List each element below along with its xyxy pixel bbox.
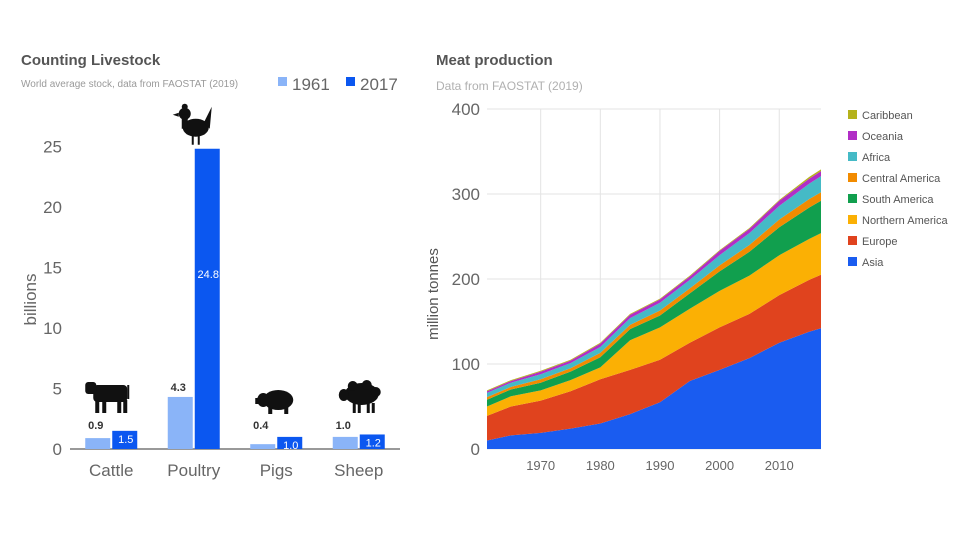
bar-value-label: 0.9 — [88, 420, 103, 432]
y-tick-label: 10 — [43, 319, 62, 338]
cow-icon-part — [117, 400, 122, 413]
legend-swatch — [848, 110, 857, 119]
cow-icon-part — [93, 385, 128, 402]
y-axis-label: million tonnes — [425, 248, 442, 340]
legend-swatch — [346, 77, 355, 86]
area-series — [487, 274, 821, 441]
bar — [167, 396, 193, 449]
legend-label: Central America — [862, 173, 941, 185]
legend-swatch — [848, 194, 857, 203]
cow-icon-part — [95, 400, 100, 413]
x-tick-label: 2010 — [765, 458, 794, 473]
y-tick-label: 100 — [452, 355, 480, 374]
sheep-icon-part — [338, 389, 349, 401]
area-series — [487, 328, 821, 449]
cow-icon-part — [123, 400, 128, 413]
x-tick-label: Pigs — [260, 461, 293, 480]
bar — [194, 148, 220, 449]
bar — [250, 444, 276, 449]
legend-label: Europe — [862, 236, 897, 248]
bar — [112, 430, 138, 449]
sheep-icon-part — [370, 387, 381, 397]
chicken-icon-part — [191, 135, 194, 145]
sheep-icon-part — [361, 380, 372, 390]
legend-label: Africa — [862, 152, 891, 164]
y-tick-label: 0 — [53, 440, 62, 459]
bar-value-label: 0.4 — [253, 420, 269, 432]
bar — [277, 436, 303, 449]
pig-icon-part — [263, 390, 294, 410]
y-tick-label: 300 — [452, 185, 480, 204]
y-tick-label: 5 — [53, 379, 62, 398]
bar-value-label: 1.5 — [118, 434, 133, 446]
chicken-icon-part — [203, 106, 212, 129]
chicken-icon — [172, 103, 212, 145]
livestock-chart-subtitle: World average stock, data from FAOSTAT (… — [21, 79, 239, 90]
y-tick-label: 25 — [43, 137, 62, 156]
pig-icon-part — [284, 407, 289, 414]
sheep-icon-part — [366, 403, 370, 413]
legend-swatch — [848, 257, 857, 266]
meat-area-chart: 0 100 200 300 400 1970 1980 1990 2000 2010 million… — [425, 100, 948, 473]
chicken-icon-part — [182, 118, 209, 137]
area-series — [487, 233, 821, 416]
sheep-icon-part — [371, 403, 375, 413]
meat-chart-title: Meat production — [436, 52, 553, 69]
x-tick-label: 1980 — [586, 458, 615, 473]
legend-swatch — [848, 215, 857, 224]
chicken-icon-part — [181, 103, 188, 110]
y-tick-label: 200 — [452, 270, 480, 289]
x-tick-label: 2000 — [705, 458, 734, 473]
legend-swatch — [848, 236, 857, 245]
legend-label: South America — [862, 194, 934, 206]
y-tick-label: 15 — [43, 258, 62, 277]
meat-chart-subtitle: Data from FAOSTAT (2019) — [436, 79, 583, 93]
legend-swatch — [848, 131, 857, 140]
sheep-icon — [338, 380, 381, 413]
x-tick-label: Cattle — [89, 461, 133, 480]
legend-label: 1961 — [292, 75, 330, 94]
bar — [85, 438, 111, 449]
y-tick-label: 0 — [471, 440, 480, 459]
bar — [332, 436, 358, 449]
sheep-icon-part — [357, 403, 361, 413]
livestock-bar-chart: 0 5 10 15 20 25 billions 1961 2017 Cattle 0.9 1.5 Po… — [21, 75, 400, 480]
x-tick-label: Poultry — [167, 461, 220, 480]
y-axis-label: billions — [21, 274, 40, 326]
cow-icon — [85, 382, 130, 413]
legend-swatch — [848, 152, 857, 161]
bar-value-label: 1.2 — [366, 437, 381, 449]
legend-label: 2017 — [360, 75, 398, 94]
legend-label: Northern America — [862, 215, 948, 227]
cow-icon-part — [127, 385, 130, 399]
bar-value-label: 24.8 — [198, 269, 219, 281]
livestock-chart-title: Counting Livestock — [21, 52, 161, 69]
bar — [359, 434, 385, 449]
sheep-icon-part — [347, 381, 358, 391]
cow-icon-part — [102, 400, 107, 413]
y-tick-label: 400 — [452, 100, 480, 119]
sheep-icon-part — [352, 403, 356, 413]
x-tick-label: 1990 — [646, 458, 675, 473]
bar-value-label: 1.0 — [283, 440, 298, 452]
chicken-icon-part — [197, 135, 200, 145]
chicken-icon-part — [172, 112, 179, 117]
cow-icon-part — [85, 382, 97, 394]
pig-icon — [255, 390, 294, 414]
meat-chart-panel: Meat production Data from FAOSTAT (2019)… — [420, 0, 960, 540]
pig-icon-part — [255, 398, 261, 404]
livestock-chart-panel: Counting Livestock World average stock, … — [0, 0, 420, 540]
y-tick-label: 20 — [43, 198, 62, 217]
legend-swatch — [278, 77, 287, 86]
x-tick-label: 1970 — [526, 458, 555, 473]
legend-label: Caribbean — [862, 110, 913, 122]
legend-label: Asia — [862, 257, 884, 269]
pig-icon-part — [268, 407, 273, 414]
x-tick-label: Sheep — [334, 461, 383, 480]
legend-swatch — [848, 173, 857, 182]
chicken-icon-part — [181, 114, 188, 129]
bar-value-label: 1.0 — [336, 420, 351, 432]
legend-label: Oceania — [862, 131, 904, 143]
bar-value-label: 4.3 — [171, 382, 186, 394]
